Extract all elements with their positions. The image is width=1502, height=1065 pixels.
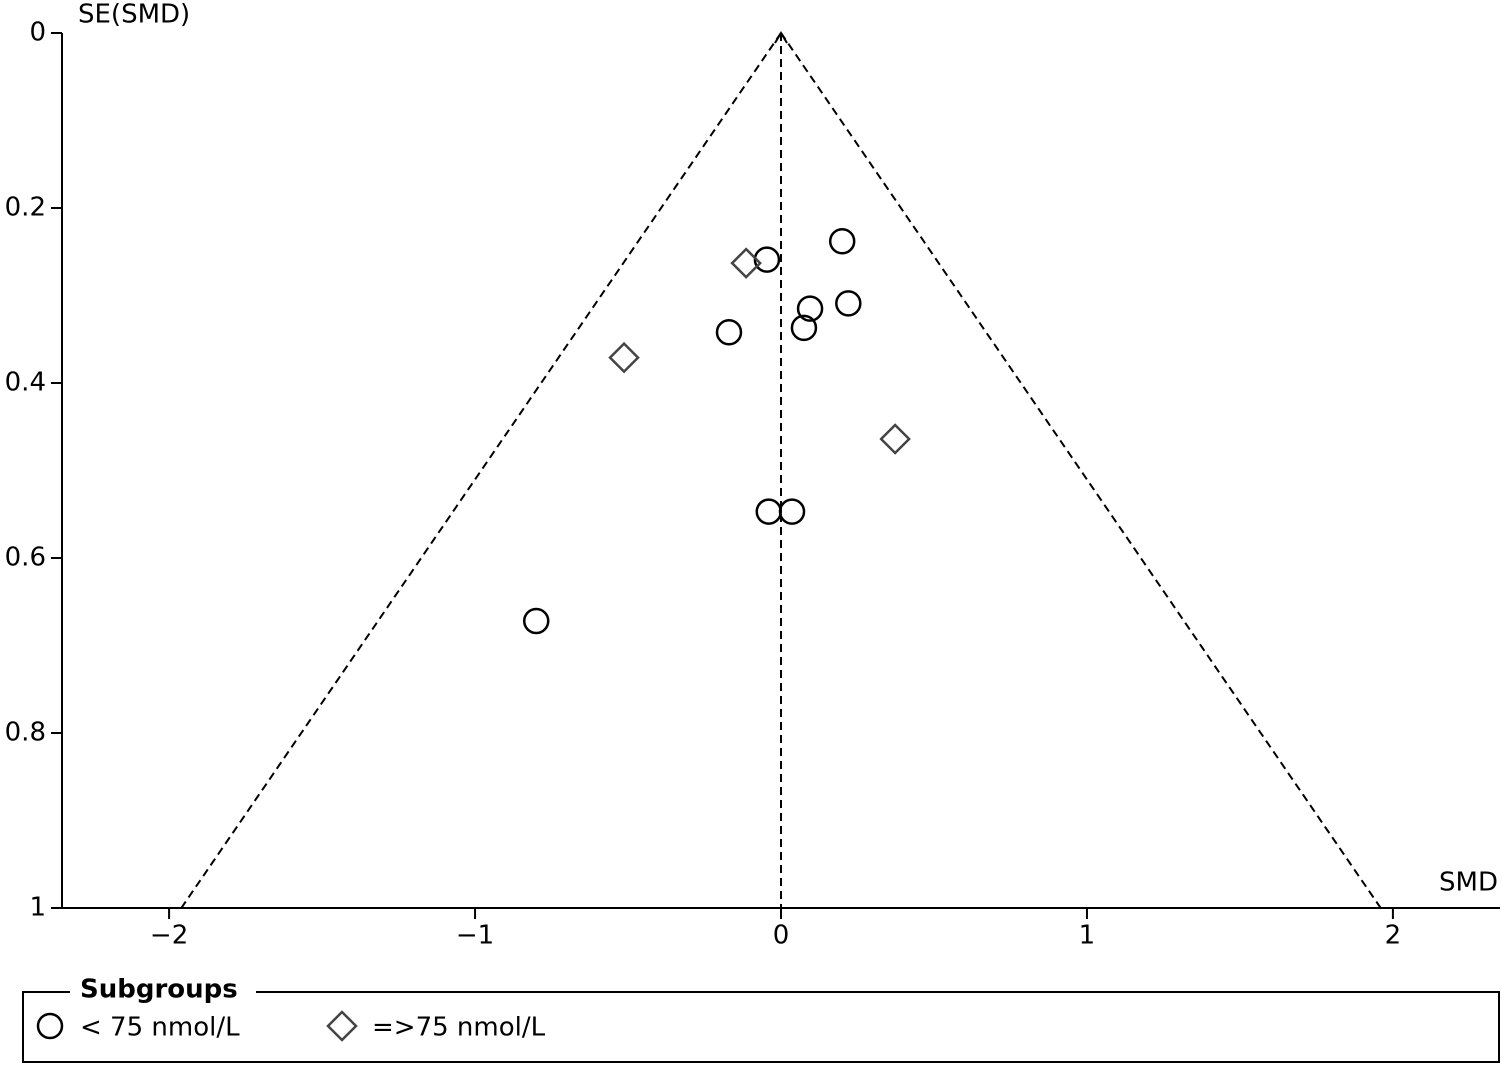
legend-marker <box>326 1010 358 1042</box>
legend-title: Subgroups <box>80 975 238 1005</box>
point <box>608 341 640 374</box>
point <box>790 314 818 342</box>
y-tick-label: 0 <box>29 18 46 48</box>
y-tick-label: 0.4 <box>5 368 46 398</box>
point <box>715 319 743 346</box>
funnel-apex <box>774 31 788 44</box>
y-axis-label: SE(SMD) <box>78 0 190 30</box>
legend-title-bg <box>70 976 256 1006</box>
x-tick-label: 0 <box>773 921 790 951</box>
y-tick-label: 0.2 <box>5 193 46 223</box>
funnel-limit <box>780 32 1382 909</box>
legend-marker <box>36 1012 64 1040</box>
legend-box <box>22 991 1500 1063</box>
y-tick-label: 0.6 <box>5 543 46 573</box>
point <box>753 246 781 273</box>
point <box>755 498 783 525</box>
point <box>730 247 762 279</box>
x-tick-label: −1 <box>456 921 494 951</box>
legend-label: =>75 nmol/L <box>372 1013 546 1043</box>
funnel-limit <box>180 32 782 909</box>
y-tick-label: 1 <box>29 893 46 923</box>
point <box>522 607 550 635</box>
x-tick-label: 1 <box>1079 921 1096 951</box>
legend-label: < 75 nmol/L <box>80 1013 240 1043</box>
x-axis-label: SMD <box>1439 868 1498 898</box>
point <box>778 498 806 525</box>
point <box>835 290 862 317</box>
y-tick-label: 0.8 <box>5 718 46 748</box>
point <box>828 228 856 255</box>
x-tick-label: 2 <box>1385 921 1402 951</box>
x-tick-label: −2 <box>150 921 188 951</box>
point <box>796 295 824 322</box>
point <box>879 423 911 455</box>
